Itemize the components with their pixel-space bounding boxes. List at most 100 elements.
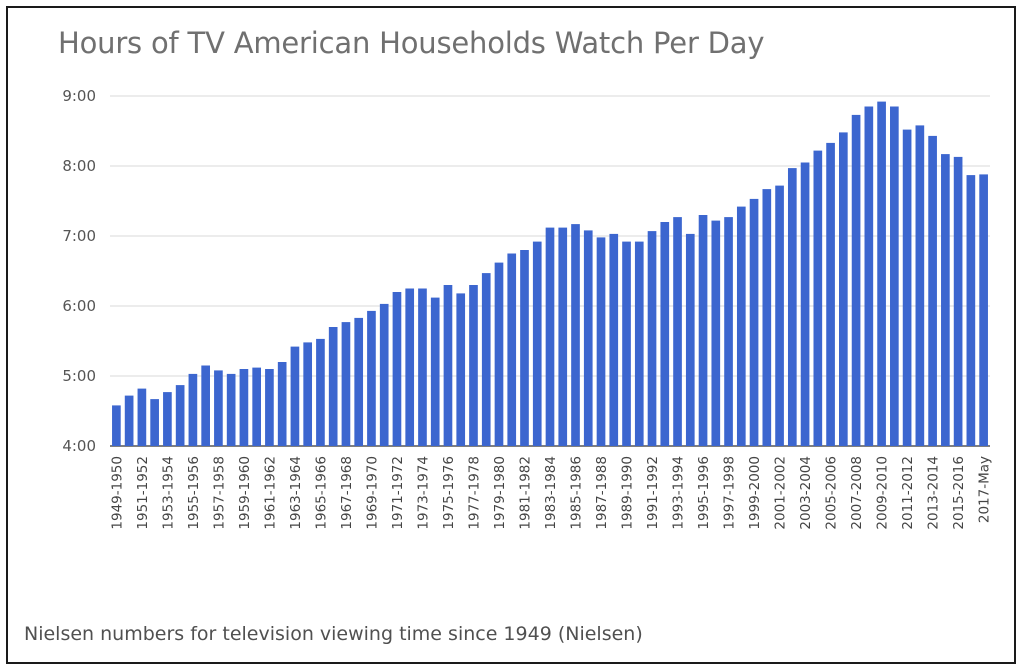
bar <box>367 310 376 446</box>
bar <box>813 150 823 446</box>
bar <box>673 217 682 446</box>
y-tick-label: 7:00 <box>62 227 96 245</box>
bar <box>341 322 351 446</box>
bar <box>685 233 695 446</box>
x-tick-label: 1963-1964 <box>288 456 304 530</box>
y-tick-label: 8:00 <box>62 157 96 175</box>
bar <box>634 241 644 446</box>
x-tick-label: 1953-1954 <box>160 456 176 530</box>
bar <box>124 395 134 446</box>
bar <box>928 135 937 446</box>
bar <box>583 230 593 446</box>
bar <box>175 385 185 446</box>
x-tick-label: 2005-2006 <box>824 456 840 530</box>
bar <box>596 237 606 446</box>
bar <box>112 405 121 446</box>
bar <box>571 224 580 446</box>
bar <box>188 373 198 446</box>
x-tick-label: 2009-2010 <box>875 456 891 530</box>
bar <box>851 114 861 447</box>
x-tick-label: 1983-1984 <box>543 456 559 530</box>
bar <box>711 220 721 446</box>
bar <box>430 297 440 446</box>
x-tick-label: 1981-1982 <box>517 456 533 530</box>
x-tick-label: 1995-1996 <box>696 456 712 530</box>
x-tick-label: 1951-1952 <box>135 456 151 530</box>
bar <box>864 106 874 446</box>
bar <box>839 132 848 446</box>
bar <box>966 175 976 446</box>
bar <box>800 162 810 446</box>
y-tick-label: 4:00 <box>62 437 96 455</box>
x-tick-label: 1985-1986 <box>569 456 585 530</box>
x-tick-label: 1977-1978 <box>466 456 482 530</box>
bar <box>762 189 772 446</box>
bar <box>201 365 210 446</box>
bar <box>941 154 950 446</box>
y-tick-label: 5:00 <box>62 367 96 385</box>
x-tick-label: 2013-2014 <box>926 456 942 530</box>
bar <box>277 362 287 446</box>
bar <box>137 388 147 446</box>
x-tick-label: 2003-2004 <box>798 456 814 530</box>
chart-caption: Nielsen numbers for television viewing t… <box>24 623 643 645</box>
x-tick-label: 1949-1950 <box>109 456 125 530</box>
x-tick-label: 2011-2012 <box>900 456 916 530</box>
bar <box>303 342 313 446</box>
x-tick-label: 1973-1974 <box>415 456 431 530</box>
x-tick-label: 1957-1958 <box>211 456 227 530</box>
bar <box>979 174 988 446</box>
bar <box>915 125 925 447</box>
bar <box>749 198 759 446</box>
x-tick-label: 1991-1992 <box>645 456 661 530</box>
bar <box>290 346 300 446</box>
bar <box>226 373 236 446</box>
x-tick-label: 1987-1988 <box>594 456 610 530</box>
bar <box>902 129 912 446</box>
bar <box>469 285 478 446</box>
bar <box>724 217 733 446</box>
bar <box>622 241 631 446</box>
bar <box>545 227 555 446</box>
x-tick-label: 1975-1976 <box>441 456 457 530</box>
x-tick-label: 1965-1966 <box>313 456 329 530</box>
bar <box>354 317 364 446</box>
bar <box>532 241 542 446</box>
bar <box>392 292 402 446</box>
x-tick-label: 2007-2008 <box>849 456 865 530</box>
x-tick-label: 2017-May <box>977 456 993 523</box>
x-tick-label: 1999-2000 <box>747 456 763 530</box>
y-tick-label: 6:00 <box>62 297 96 315</box>
x-tick-label: 1997-1998 <box>722 456 738 530</box>
bar <box>647 231 657 446</box>
x-tick-label: 2015-2016 <box>951 456 967 530</box>
bar <box>787 168 797 446</box>
bar <box>418 288 427 446</box>
bar <box>239 369 249 446</box>
x-tick-label: 2001-2002 <box>773 456 789 530</box>
bar <box>877 101 886 446</box>
x-tick-label: 1969-1970 <box>364 456 380 530</box>
bar <box>214 370 223 446</box>
bar <box>558 227 568 446</box>
bar <box>252 367 261 446</box>
bar <box>507 253 517 446</box>
x-tick-label: 1961-1962 <box>262 456 278 530</box>
bar <box>379 303 389 446</box>
bar <box>316 338 325 446</box>
bar <box>775 185 784 446</box>
bar <box>660 222 670 446</box>
bar <box>481 273 491 446</box>
x-tick-label: 1993-1994 <box>671 456 687 530</box>
x-tick-label: 1955-1956 <box>186 456 202 530</box>
bar <box>826 142 835 446</box>
bar <box>520 250 529 446</box>
x-tick-label: 1979-1980 <box>492 456 508 530</box>
bar <box>150 399 159 446</box>
bar <box>456 293 466 446</box>
bar <box>405 288 415 446</box>
x-tick-label: 1989-1990 <box>620 456 636 530</box>
bar <box>163 392 172 446</box>
bar <box>443 285 453 446</box>
